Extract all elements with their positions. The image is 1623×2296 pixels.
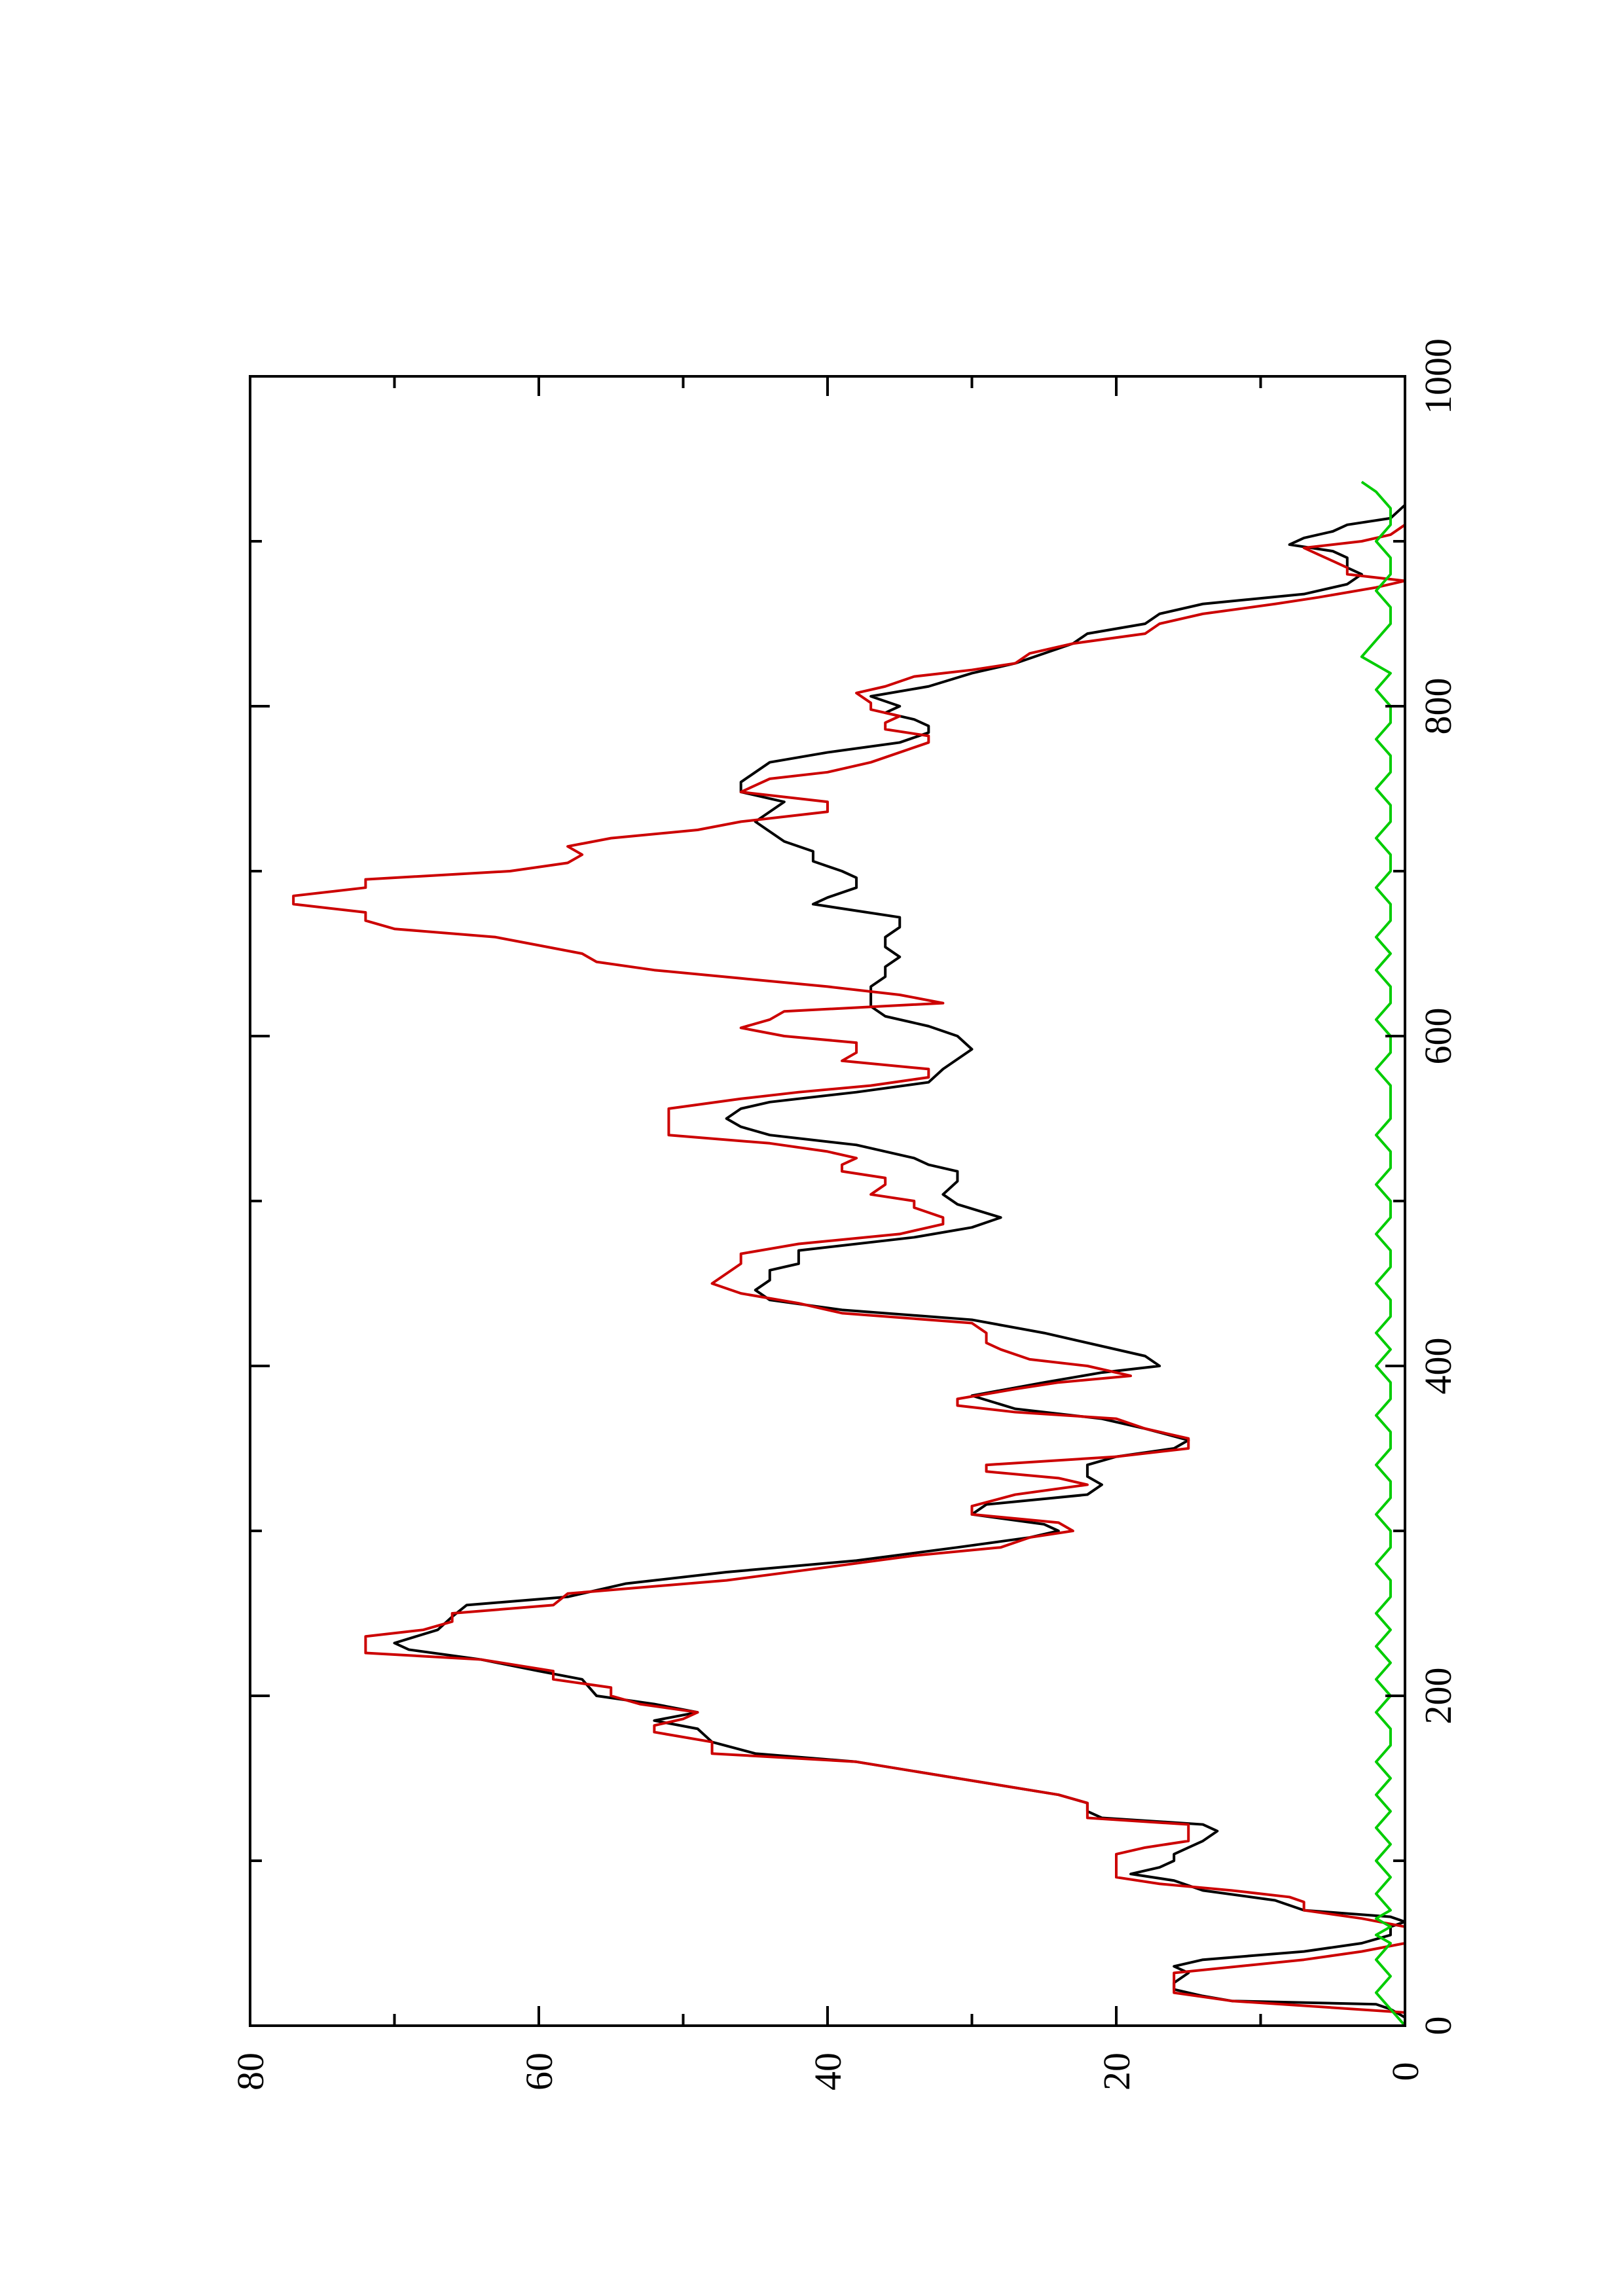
tick-layer <box>249 375 1406 2027</box>
x-tick-label: 400 <box>1417 1338 1459 1395</box>
x-tick-label: 0 <box>1417 2017 1459 2036</box>
label-layer: 0 200 400 600 800 1000 0 20 40 60 80 <box>229 338 1459 2090</box>
y-tick-label: 40 <box>807 2053 849 2090</box>
y-tick-label: 60 <box>518 2053 560 2090</box>
series-layer <box>292 480 1406 2027</box>
x-tick-label: 200 <box>1417 1668 1459 1725</box>
series-line-3 <box>1360 480 1406 2027</box>
plot-frame <box>249 375 1406 2027</box>
y-tick-label: 0 <box>1384 2062 1427 2081</box>
x-tick-label: 800 <box>1417 678 1459 735</box>
x-tick-label: 600 <box>1417 1008 1459 1065</box>
y-tick-label: 80 <box>229 2053 272 2090</box>
x-tick-label: 1000 <box>1417 338 1459 414</box>
series-line-1 <box>393 482 1406 2026</box>
y-tick-label: 20 <box>1095 2053 1138 2090</box>
series-line-2 <box>292 500 1406 2026</box>
